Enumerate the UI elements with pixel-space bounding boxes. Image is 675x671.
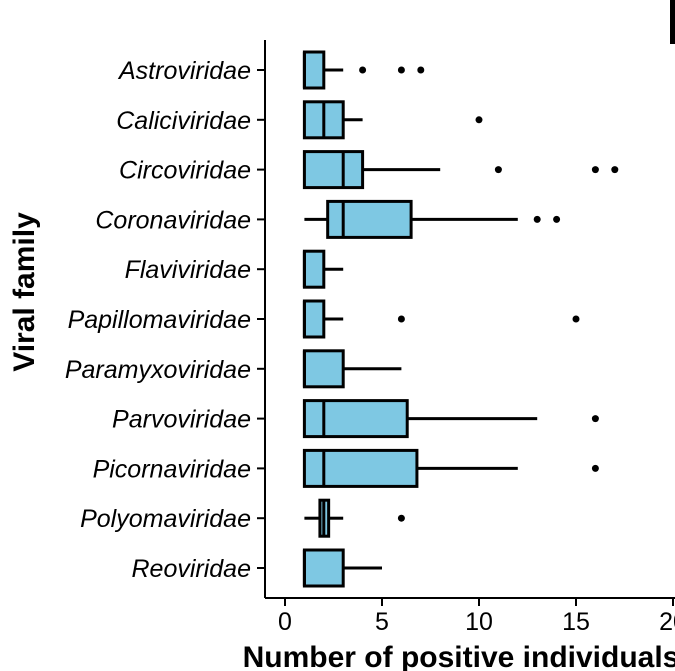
outlier-point <box>475 116 483 124</box>
outlier-point <box>591 166 599 174</box>
y-tick-label: Paramyxoviridae <box>65 356 251 384</box>
outlier-point <box>359 66 367 74</box>
y-tick-label: Picornaviridae <box>93 455 251 483</box>
box-iqr <box>302 50 326 90</box>
box-iqr <box>302 399 409 439</box>
outlier-point <box>494 166 502 174</box>
y-tick-label: Caliciviridae <box>116 107 251 135</box>
y-tick-label: Circoviridae <box>119 157 251 185</box>
edge-bar <box>670 0 675 44</box>
y-tick-label: Reoviridae <box>131 555 251 583</box>
outlier-point <box>417 66 425 74</box>
outlier-point <box>397 66 405 74</box>
box-iqr <box>302 349 345 389</box>
box-iqr <box>302 448 419 488</box>
box-iqr <box>302 299 326 339</box>
box-iqr <box>326 199 413 239</box>
x-tick-label: 15 <box>562 608 590 636</box>
y-tick-label: Coronaviridae <box>95 206 251 234</box>
x-tick-label: 20 <box>659 608 675 636</box>
x-axis-label: Number of positive individuals <box>243 641 675 671</box>
outlier-point <box>572 315 580 323</box>
x-tick-label: 10 <box>465 608 493 636</box>
box-iqr <box>302 150 365 190</box>
plot-area: 0 5 10 15 20 Astroviridae Caliciviridae Circovi… <box>65 0 675 636</box>
outlier-point <box>553 215 561 223</box>
outlier-point <box>533 215 541 223</box>
y-tick-label: Papillomaviridae <box>68 306 251 334</box>
outlier-point <box>397 315 405 323</box>
outlier-point <box>611 166 619 174</box>
y-tick-label: Parvoviridae <box>112 406 251 434</box>
y-tick-label: Polyomaviridae <box>80 505 251 533</box>
outlier-point <box>397 514 405 522</box>
box-iqr <box>302 249 326 289</box>
y-tick-label: Flaviviridae <box>125 256 251 284</box>
y-axis-label: Viral family <box>8 212 41 372</box>
x-tick-label: 5 <box>375 608 389 636</box>
outlier-point <box>591 464 599 472</box>
x-tick-label: 0 <box>278 608 292 636</box>
box-iqr <box>302 548 345 588</box>
outlier-point <box>591 415 599 423</box>
y-tick-label: Astroviridae <box>117 57 251 85</box>
